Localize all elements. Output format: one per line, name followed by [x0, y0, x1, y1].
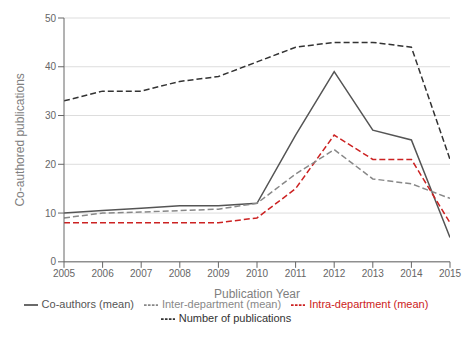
svg-text:2008: 2008 [169, 268, 192, 279]
svg-text:2012: 2012 [323, 268, 346, 279]
svg-text:0: 0 [50, 256, 56, 267]
svg-text:20: 20 [45, 159, 57, 170]
svg-text:2013: 2013 [362, 268, 385, 279]
svg-text:50: 50 [45, 13, 57, 24]
svg-text:2006: 2006 [91, 268, 114, 279]
html-text:Number of publications: Number of publications [178, 311, 292, 324]
svg-text:Co-authored publications: Co-authored publications [13, 73, 27, 206]
svg-text:2009: 2009 [207, 268, 230, 279]
html-text:Intra-department (mean): Intra-department (mean) [309, 297, 429, 310]
svg-text:Publication Year: Publication Year [214, 287, 300, 301]
svg-text:30: 30 [45, 110, 57, 121]
svg-text:2015: 2015 [439, 268, 462, 279]
svg-text:2011: 2011 [285, 268, 307, 279]
svg-text:40: 40 [45, 61, 57, 72]
svg-text:10: 10 [45, 208, 57, 219]
html-text:Co-authors (mean): Co-authors (mean) [41, 297, 134, 310]
svg-text:2014: 2014 [400, 268, 423, 279]
svg-text:2007: 2007 [130, 268, 153, 279]
svg-text:2005: 2005 [53, 268, 76, 279]
html-text:Inter-department (mean): Inter-department (mean) [161, 297, 282, 310]
svg-text:2010: 2010 [246, 268, 269, 279]
